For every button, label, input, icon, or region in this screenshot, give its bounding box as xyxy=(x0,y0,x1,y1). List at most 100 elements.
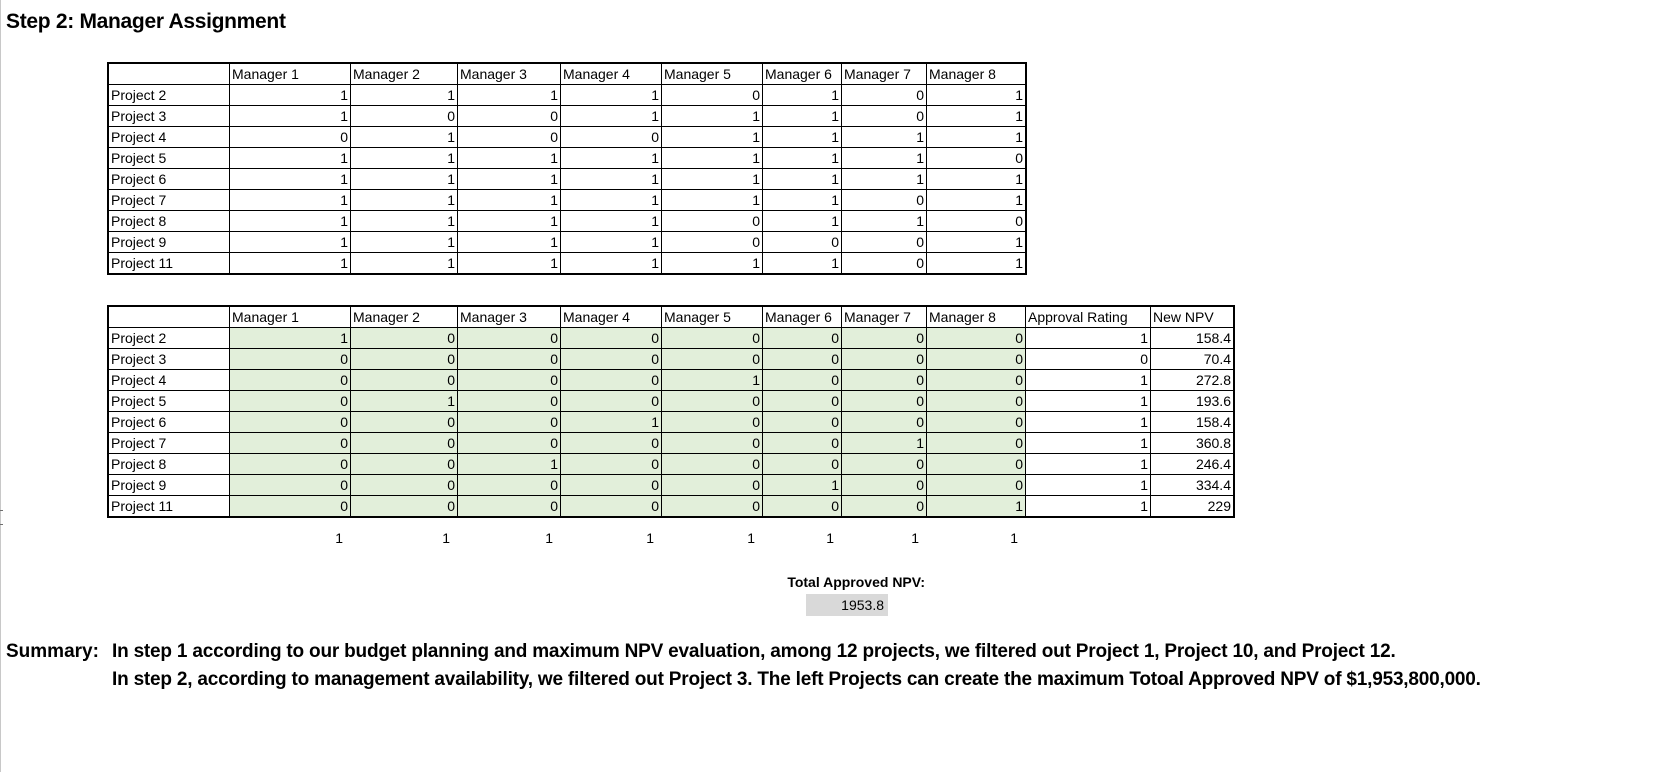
assignment-cell[interactable]: 0 xyxy=(560,495,662,518)
availability-cell[interactable]: 1 xyxy=(229,189,351,211)
availability-cell[interactable]: 1 xyxy=(762,84,842,106)
assignment-cell[interactable]: 1 xyxy=(841,432,927,454)
availability-cell[interactable]: 1 xyxy=(350,252,458,275)
availability-cell[interactable]: 1 xyxy=(350,147,458,169)
availability-cell[interactable]: 1 xyxy=(661,168,763,190)
availability-cell[interactable]: 0 xyxy=(661,210,763,232)
availability-cell[interactable]: 1 xyxy=(457,168,561,190)
assignment-cell[interactable]: 0 xyxy=(926,411,1026,433)
assignment-cell[interactable]: 0 xyxy=(560,348,662,370)
assignment-cell[interactable]: 0 xyxy=(841,369,927,391)
assignment-cell[interactable]: 0 xyxy=(457,348,561,370)
availability-cell[interactable]: 1 xyxy=(350,210,458,232)
assignment-cell[interactable]: 0 xyxy=(762,432,842,454)
total-npv-value[interactable]: 1953.8 xyxy=(806,594,888,616)
assignment-cell[interactable]: 0 xyxy=(841,348,927,370)
assignment-cell[interactable]: 0 xyxy=(457,390,561,412)
approval-cell[interactable]: 1 xyxy=(1025,453,1151,475)
availability-cell[interactable]: 1 xyxy=(457,231,561,253)
assignment-cell[interactable]: 0 xyxy=(560,474,662,496)
availability-cell[interactable]: 0 xyxy=(841,252,927,275)
availability-cell[interactable]: 0 xyxy=(457,126,561,148)
assignment-cell[interactable]: 0 xyxy=(762,411,842,433)
availability-cell[interactable]: 1 xyxy=(229,210,351,232)
availability-cell[interactable]: 1 xyxy=(229,168,351,190)
assignment-cell[interactable]: 0 xyxy=(350,327,458,349)
assignment-cell[interactable]: 1 xyxy=(661,369,763,391)
assignment-cell[interactable]: 0 xyxy=(661,390,763,412)
assignment-cell[interactable]: 0 xyxy=(229,432,351,454)
assignment-cell[interactable]: 0 xyxy=(762,369,842,391)
availability-cell[interactable]: 1 xyxy=(841,126,927,148)
availability-cell[interactable]: 1 xyxy=(560,231,662,253)
assignment-cell[interactable]: 0 xyxy=(457,411,561,433)
availability-cell[interactable]: 1 xyxy=(926,105,1027,127)
availability-cell[interactable]: 1 xyxy=(560,210,662,232)
availability-cell[interactable]: 1 xyxy=(229,147,351,169)
availability-cell[interactable]: 1 xyxy=(661,147,763,169)
npv-cell[interactable]: 272.8 xyxy=(1150,369,1235,391)
assignment-cell[interactable]: 1 xyxy=(560,411,662,433)
availability-cell[interactable]: 1 xyxy=(841,147,927,169)
availability-cell[interactable]: 1 xyxy=(762,147,842,169)
assignment-cell[interactable]: 0 xyxy=(457,369,561,391)
availability-cell[interactable]: 0 xyxy=(926,210,1027,232)
assignment-cell[interactable]: 0 xyxy=(762,453,842,475)
availability-cell[interactable]: 1 xyxy=(350,126,458,148)
availability-cell[interactable]: 0 xyxy=(661,231,763,253)
availability-cell[interactable]: 1 xyxy=(661,105,763,127)
availability-cell[interactable]: 1 xyxy=(350,231,458,253)
availability-cell[interactable]: 1 xyxy=(560,252,662,275)
npv-cell[interactable]: 158.4 xyxy=(1150,327,1235,349)
assignment-cell[interactable]: 0 xyxy=(350,348,458,370)
availability-cell[interactable]: 1 xyxy=(926,252,1027,275)
assignment-cell[interactable]: 0 xyxy=(560,453,662,475)
availability-cell[interactable]: 1 xyxy=(661,252,763,275)
assignment-cell[interactable]: 1 xyxy=(350,390,458,412)
assignment-cell[interactable]: 0 xyxy=(762,327,842,349)
assignment-cell[interactable]: 0 xyxy=(457,474,561,496)
assignment-cell[interactable]: 0 xyxy=(229,495,351,518)
assignment-cell[interactable]: 0 xyxy=(661,348,763,370)
assignment-cell[interactable]: 1 xyxy=(229,327,351,349)
assignment-cell[interactable]: 1 xyxy=(762,474,842,496)
assignment-cell[interactable]: 0 xyxy=(350,474,458,496)
assignment-cell[interactable]: 0 xyxy=(926,327,1026,349)
availability-cell[interactable]: 1 xyxy=(229,105,351,127)
npv-cell[interactable]: 158.4 xyxy=(1150,411,1235,433)
availability-cell[interactable]: 1 xyxy=(350,84,458,106)
availability-cell[interactable]: 1 xyxy=(560,105,662,127)
availability-cell[interactable]: 1 xyxy=(560,84,662,106)
assignment-cell[interactable]: 0 xyxy=(229,369,351,391)
availability-cell[interactable]: 1 xyxy=(560,189,662,211)
availability-cell[interactable]: 1 xyxy=(762,126,842,148)
npv-cell[interactable]: 334.4 xyxy=(1150,474,1235,496)
assignment-cell[interactable]: 0 xyxy=(841,453,927,475)
availability-cell[interactable]: 1 xyxy=(229,84,351,106)
availability-cell[interactable]: 1 xyxy=(762,189,842,211)
approval-cell[interactable]: 0 xyxy=(1025,348,1151,370)
assignment-cell[interactable]: 0 xyxy=(560,390,662,412)
approval-cell[interactable]: 1 xyxy=(1025,327,1151,349)
availability-cell[interactable]: 1 xyxy=(457,84,561,106)
approval-cell[interactable]: 1 xyxy=(1025,411,1151,433)
approval-cell[interactable]: 1 xyxy=(1025,390,1151,412)
assignment-cell[interactable]: 0 xyxy=(841,411,927,433)
assignment-cell[interactable]: 0 xyxy=(350,369,458,391)
availability-cell[interactable]: 1 xyxy=(841,210,927,232)
assignment-cell[interactable]: 0 xyxy=(926,369,1026,391)
assignment-cell[interactable]: 0 xyxy=(841,390,927,412)
assignment-cell[interactable]: 1 xyxy=(457,453,561,475)
assignment-cell[interactable]: 0 xyxy=(350,495,458,518)
approval-cell[interactable]: 1 xyxy=(1025,474,1151,496)
assignment-cell[interactable]: 0 xyxy=(926,348,1026,370)
assignment-cell[interactable]: 0 xyxy=(457,495,561,518)
assignment-cell[interactable]: 0 xyxy=(841,327,927,349)
availability-cell[interactable]: 0 xyxy=(229,126,351,148)
availability-cell[interactable]: 1 xyxy=(457,210,561,232)
assignment-cell[interactable]: 0 xyxy=(229,453,351,475)
assignment-cell[interactable]: 0 xyxy=(229,348,351,370)
assignment-cell[interactable]: 0 xyxy=(926,474,1026,496)
availability-cell[interactable]: 0 xyxy=(841,84,927,106)
assignment-cell[interactable]: 0 xyxy=(926,432,1026,454)
